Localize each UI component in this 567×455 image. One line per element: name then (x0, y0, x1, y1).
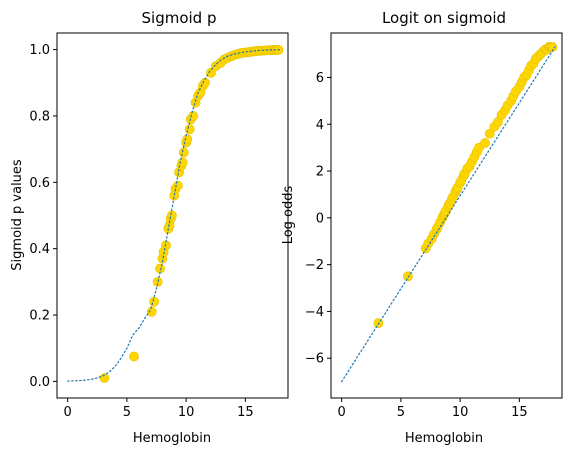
y-tick-label: 0.6 (29, 176, 50, 191)
scatter-point (177, 157, 188, 168)
y-tick-label: 2 (316, 165, 324, 180)
x-tick-label: 15 (237, 405, 254, 420)
y-axis-ticks: −6 −4 −2 0 2 4 6 (305, 71, 331, 367)
x-axis-ticks: 0 5 10 15 (64, 398, 254, 420)
x-axis-label: Hemoglobin (405, 431, 483, 446)
y-tick-label: 4 (316, 118, 324, 133)
y-tick-label: 0 (316, 211, 324, 226)
scatter-point (167, 210, 177, 221)
scatter-point (206, 67, 216, 78)
x-tick-label: 15 (511, 405, 528, 420)
y-tick-label: 0.2 (29, 309, 50, 324)
y-tick-label: 0.8 (29, 109, 50, 124)
chart-logit-on-sigmoid: Logit on sigmoid 0 5 10 15 −6 −4 −2 0 2 4 6 Hemog… (281, 9, 563, 446)
axes-frame (56, 32, 289, 399)
y-axis-ticks: 0.0 0.2 0.4 0.6 0.8 1.0 (29, 43, 57, 390)
scatter-point (184, 124, 195, 135)
scatter-point (99, 373, 110, 383)
x-tick-label: 10 (178, 405, 195, 420)
chart-title: Sigmoid p (142, 9, 217, 27)
scatter-point (146, 306, 157, 317)
chart-sigmoid-p: Sigmoid p 0 5 10 15 0.0 0.2 0.4 0.6 0.8 1.0 Hemo… (10, 9, 289, 446)
scatter-point (129, 351, 139, 362)
scatter-point (178, 147, 189, 158)
y-tick-label: 6 (316, 71, 324, 86)
y-tick-label: −2 (305, 258, 324, 273)
x-tick-label: 5 (123, 405, 131, 420)
chart-title: Logit on sigmoid (382, 9, 506, 27)
scatter-point (172, 180, 183, 191)
y-tick-label: −4 (305, 305, 324, 320)
fitted-curve-line (67, 49, 282, 382)
y-tick-label: 0.4 (29, 242, 50, 257)
x-axis-ticks: 0 5 10 15 (338, 398, 528, 420)
scatter-point (188, 111, 199, 121)
x-tick-label: 5 (397, 405, 405, 420)
x-tick-label: 0 (64, 405, 72, 420)
plot-area (341, 42, 558, 383)
y-axis-label: Log odds (281, 185, 296, 244)
scatter-point (149, 296, 160, 307)
y-tick-label: −6 (305, 352, 324, 367)
x-axis-label: Hemoglobin (133, 431, 211, 446)
axes-frame (330, 32, 563, 399)
scatter-point (152, 276, 163, 287)
y-tick-label: 1.0 (29, 43, 50, 58)
y-tick-label: 0.0 (29, 375, 50, 390)
x-tick-label: 10 (452, 405, 469, 420)
scatter-point (182, 134, 193, 145)
scatter-point (547, 42, 558, 52)
x-tick-label: 0 (338, 405, 346, 420)
scatter-point (484, 128, 495, 139)
y-axis-label: Sigmoid p values (10, 159, 25, 271)
scatter-point (480, 138, 490, 148)
plot-area (67, 45, 284, 383)
